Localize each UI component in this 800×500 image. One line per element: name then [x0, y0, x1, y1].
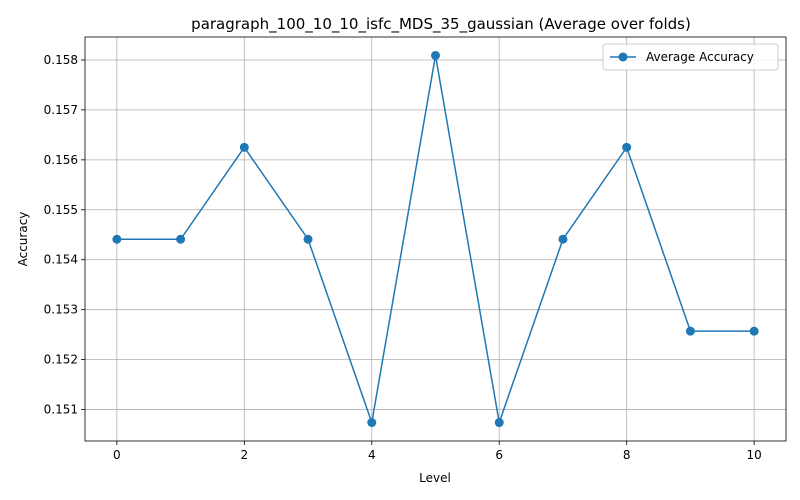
x-tick-label: 6: [495, 448, 503, 462]
data-point: [494, 418, 504, 428]
legend-box: [602, 43, 779, 71]
data-point: [303, 234, 313, 244]
y-tick-label: 0.154: [44, 253, 78, 267]
series-layer: [112, 50, 759, 428]
data-point: [176, 234, 186, 244]
data-point: [431, 50, 440, 60]
x-tick-label: 4: [368, 448, 376, 462]
x-tick-label: 8: [623, 448, 631, 462]
x-axis-ticks: 0 2 4 6 8 10: [113, 441, 762, 462]
chart-title: paragraph_100_10_10_isfc_MDS_35_gaussian…: [191, 15, 691, 34]
y-tick-label: 0.151: [44, 403, 78, 417]
legend-entry-label: Average Accuracy: [646, 50, 754, 64]
data-point: [685, 326, 695, 336]
data-point: [367, 418, 377, 428]
y-axis-label: Accuracy: [16, 212, 30, 267]
y-tick-label: 0.157: [44, 103, 78, 117]
plot-frame: [84, 36, 787, 442]
y-tick-label: 0.158: [44, 53, 78, 67]
x-tick-label: 2: [240, 448, 248, 462]
x-axis-label: Level: [419, 471, 451, 485]
y-axis-ticks: 0.151 0.152 0.153 0.154 0.155 0.156 0.157 0.158: [44, 53, 85, 417]
x-tick-label: 0: [113, 448, 121, 462]
y-tick-label: 0.153: [44, 303, 78, 317]
data-point: [112, 234, 122, 244]
y-tick-label: 0.155: [44, 203, 78, 217]
y-tick-label: 0.156: [44, 153, 78, 167]
data-point: [749, 326, 759, 336]
x-tick-label: 10: [746, 448, 761, 462]
legend-marker: [618, 52, 628, 62]
data-point: [558, 234, 568, 244]
data-point: [239, 142, 249, 152]
data-point: [622, 142, 632, 152]
legend: Average Accuracy: [602, 43, 779, 71]
y-tick-label: 0.152: [44, 353, 78, 367]
